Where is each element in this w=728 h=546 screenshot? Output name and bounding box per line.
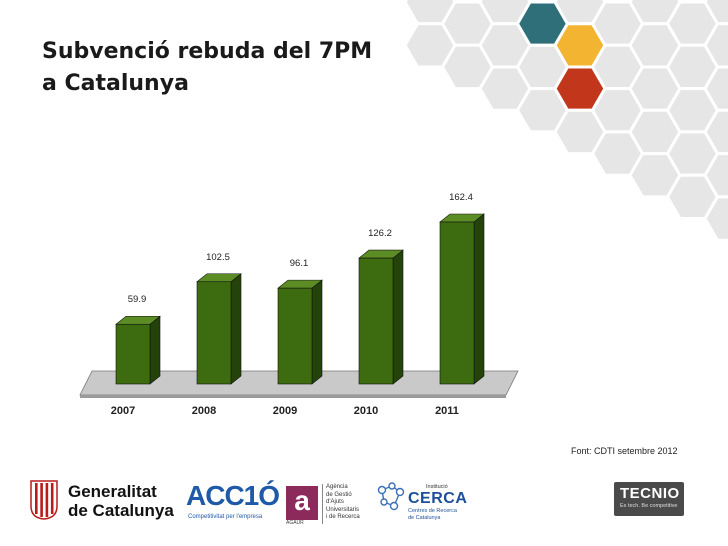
bar-side [230,273,242,385]
tecnio-logo: TECNIO Es tech. Be competitive [614,482,684,516]
generalitat-line1: Generalitat [68,482,157,501]
data-label: 126.2 [368,228,392,239]
x-tick-label: 2011 [435,405,459,417]
bar-side [473,213,485,385]
hexagon-tile [703,108,728,156]
bar-2008 [196,273,242,385]
bar-2009 [277,279,323,385]
acc10-wordmark: ACC1Ó [186,480,280,511]
senyera-shield-icon [30,480,58,520]
acc10-logo: ACC1Ó Competitivitat per l'empresa [186,480,286,526]
agaur-text: Agència de Gestió d'Ajuts Universitaris … [326,484,360,520]
bar-front [196,281,232,385]
cerca-subtitle: Centres de Recerca de Catalunya [408,508,457,521]
hexagon-tile [703,195,728,242]
data-label: 162.4 [449,192,473,203]
bar-2011 [439,213,485,385]
agaur-divider [322,484,323,524]
bar-2007 [115,315,161,385]
source-note: Font: CDTI setembre 2012 [571,446,678,456]
hexagon-tile [703,22,728,69]
bar-front [358,257,394,385]
chart-floor-edge [80,395,506,398]
cerca-wordmark: CERCA [408,490,468,507]
cerca-logo: Institució CERCA Centres de Recerca de C… [376,480,468,526]
x-tick-label: 2007 [111,405,135,417]
bar-side [392,249,404,385]
bar-front [277,287,313,385]
data-label: 59.9 [128,294,147,305]
bar-2010 [358,249,404,385]
generalitat-logo: Generalitat de Catalunya [30,478,180,526]
agaur-abbr: AGAUR [286,520,304,526]
tecnio-tagline: Es tech. Be competitive [620,503,678,509]
agaur-logo: a AGAUR Agència de Gestió d'Ajuts Univer… [286,480,366,526]
agaur-mark: a [286,486,318,520]
bar-side [311,279,323,385]
generalitat-wordmark: Generalitat de Catalunya [68,482,174,520]
bar-front [439,221,475,385]
hexagon-tile [703,0,728,26]
molecule-icon [377,482,405,511]
acc10-tagline: Competitivitat per l'empresa [188,514,263,520]
data-label: 96.1 [290,258,309,269]
x-tick-label: 2009 [273,405,297,417]
x-tick-label: 2008 [192,405,216,417]
bar-side [149,315,161,385]
tecnio-wordmark: TECNIO [620,485,680,502]
slide-title-line2: a Catalunya [42,71,189,96]
x-tick-label: 2010 [354,405,378,417]
slide-title: Subvenció rebuda del 7PM a Catalunya [42,36,372,100]
hexagon-tile [703,65,728,112]
bar-front [115,323,151,385]
generalitat-line2: de Catalunya [68,501,174,520]
cerca-institucio: Institució [426,484,448,490]
slide-title-line1: Subvenció rebuda del 7PM [42,39,373,64]
hexagon-tile [703,152,728,199]
data-label: 102.5 [206,252,230,263]
